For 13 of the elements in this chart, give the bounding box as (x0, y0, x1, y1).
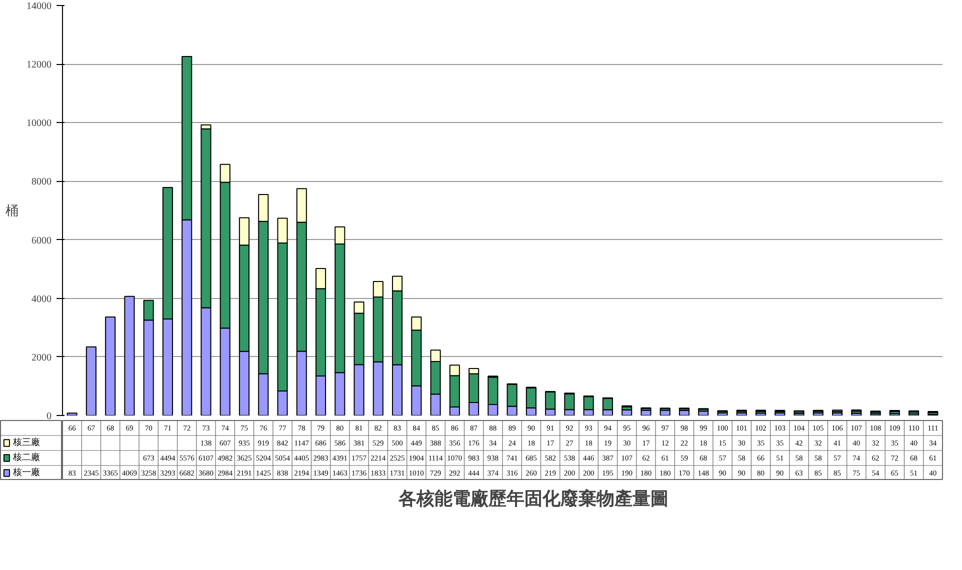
y-tick-label: 10000 (26, 118, 52, 130)
legend-label: 核一廠 (12, 467, 40, 478)
y-tick-label: 2000 (32, 352, 52, 364)
y-tick-label: 0 (46, 411, 52, 422)
legend-label: 核二廠 (12, 452, 40, 463)
legend-label: 核三廠 (12, 437, 40, 448)
y-axis-title: 桶 (6, 203, 18, 218)
y-tick-label: 14000 (26, 1, 52, 12)
text: 各核能電廠歷年固化廢棄物產量圖 (398, 488, 668, 510)
y-tick-label: 6000 (32, 235, 52, 246)
y-tick-label: 4000 (32, 294, 52, 305)
y-tick-label: 8000 (32, 176, 52, 188)
y-tick-label: 12000 (26, 60, 52, 71)
